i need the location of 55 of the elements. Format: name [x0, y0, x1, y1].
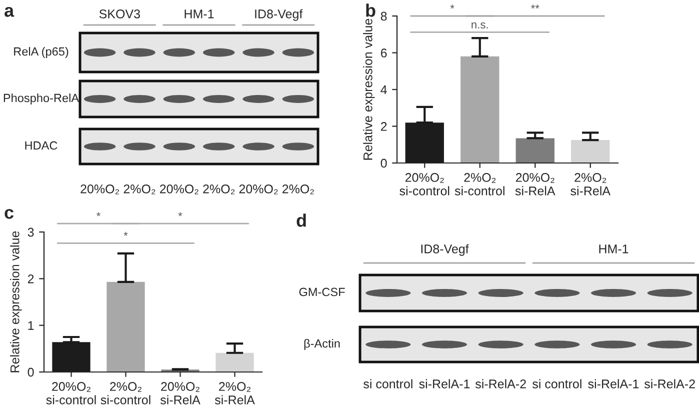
- category-label: si-RelA-2: [475, 379, 526, 388]
- x-tick-label: 2%O₂ si-RelA: [570, 173, 610, 196]
- category-label: 20%O₂: [239, 184, 278, 194]
- y-tick-label: 2: [28, 274, 34, 284]
- x-tick-label: 20%O₂ si-RelA: [515, 173, 556, 196]
- category-label: si-RelA-2: [644, 379, 695, 388]
- text: a: [4, 6, 14, 17]
- text: **: [530, 4, 540, 8]
- category-label: 2%O₂: [203, 184, 235, 194]
- y-tick-label: 8: [380, 12, 387, 21]
- text: HDAC: [25, 141, 58, 150]
- x-tick-label: 20%O₂ si-control: [46, 382, 96, 404]
- text: HM-1: [599, 244, 628, 254]
- text: ID8-Vegf: [255, 9, 303, 21]
- bar: [106, 282, 145, 372]
- y-tick-label: 2: [380, 122, 387, 131]
- category-label: 2%O₂: [124, 184, 156, 194]
- x-tick-label: 20%O₂ si-control: [400, 173, 450, 196]
- category-label: 2%O₂: [282, 184, 314, 194]
- x-tick-label: 20%O₂ si-RelA: [160, 382, 200, 404]
- category-label: si control: [532, 379, 582, 388]
- text: SKOV3: [99, 10, 140, 18]
- text: HM-1: [184, 10, 214, 18]
- chart-title: c: [4, 208, 14, 219]
- y-axis-title: Relative expression value: [10, 231, 22, 372]
- chart-title: b: [366, 4, 376, 17]
- y-tick-label: 3: [28, 228, 34, 237]
- text: *: [178, 212, 182, 216]
- y-tick-label: 0: [28, 368, 34, 377]
- annotation: *: [124, 232, 128, 236]
- text: d: [296, 214, 306, 227]
- x-tick-label: 2%O₂ si-control: [454, 173, 504, 196]
- x-tick-label: 2%O₂ si-RelA: [214, 382, 255, 404]
- category-label: 20%O₂: [80, 184, 120, 194]
- bar: [460, 56, 500, 163]
- text: GM-CSF: [299, 288, 345, 296]
- category-label: si-RelA-1: [419, 379, 470, 388]
- x-tick-label: 2%O₂ si-control: [100, 382, 150, 404]
- bar: [516, 138, 554, 163]
- y-tick-label: 6: [380, 48, 387, 58]
- annotation: n.s.: [472, 22, 488, 29]
- y-axis-title: Relative expression value: [363, 18, 375, 160]
- y-tick-label: 4: [380, 85, 387, 94]
- text: β-Actin: [304, 338, 340, 350]
- y-tick-label: 0: [380, 158, 387, 168]
- bar: [571, 140, 610, 163]
- y-tick-label: 1: [28, 321, 34, 330]
- text: ID8-Vegf: [421, 244, 469, 256]
- text: RelA (p65): [14, 47, 68, 58]
- category-label: si control: [364, 379, 412, 388]
- category-label: si-RelA-1: [588, 379, 639, 388]
- bar: [216, 352, 254, 372]
- text: *: [450, 4, 454, 8]
- category-label: 20%O₂: [160, 184, 198, 194]
- text: *: [96, 212, 100, 216]
